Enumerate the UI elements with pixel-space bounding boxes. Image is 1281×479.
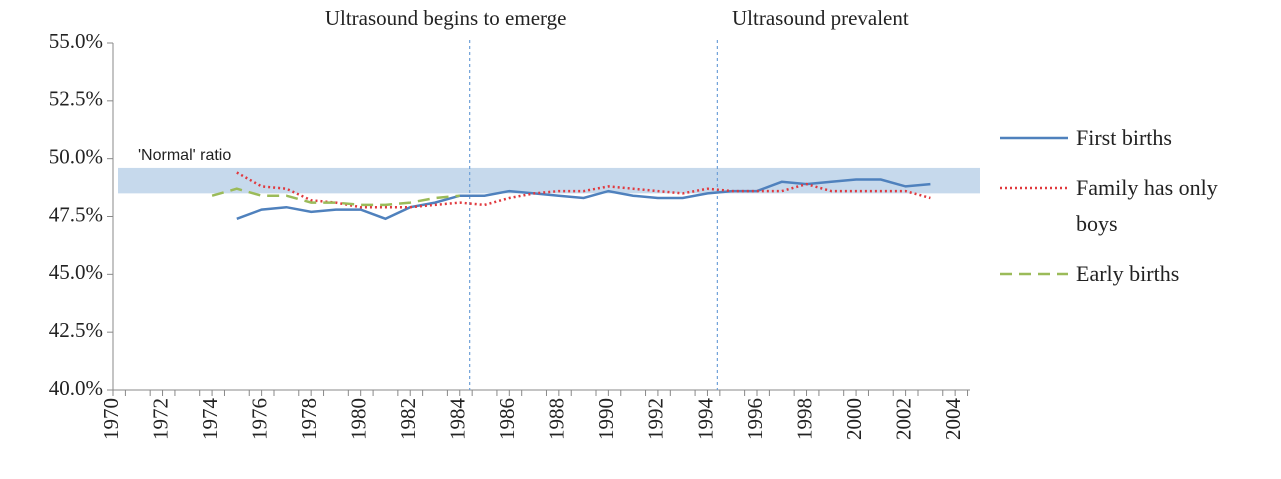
legend-label: Early births	[1076, 261, 1180, 286]
x-tick-label: 1992	[644, 398, 668, 440]
x-tick-label: 1972	[148, 398, 172, 440]
x-tick-label: 1974	[198, 398, 222, 441]
y-tick-label: 55.0%	[49, 29, 103, 53]
legend-swatch	[1000, 272, 1068, 276]
y-tick-label: 47.5%	[49, 202, 103, 226]
x-tick-label: 1994	[693, 398, 717, 441]
series-line	[236, 178, 931, 221]
x-tick-label: 1976	[247, 398, 271, 440]
x-tick-label: 1996	[743, 398, 767, 440]
x-tick-label: 1978	[297, 398, 321, 440]
legend-label: Family has only boys	[1076, 175, 1218, 236]
y-tick-label: 50.0%	[49, 144, 103, 168]
x-tick-label: 1980	[347, 398, 371, 440]
x-tick-label: 1998	[792, 398, 816, 440]
x-tick-label: 1986	[495, 398, 519, 440]
x-tick-label: 1970	[99, 398, 123, 440]
legend-label: First births	[1076, 125, 1172, 150]
y-tick-label: 40.0%	[49, 376, 103, 400]
legend: First births Family has only boys Early bi…	[1000, 120, 1270, 306]
legend-item: First births	[1000, 120, 1256, 156]
x-tick-label: 1984	[446, 398, 470, 441]
x-tick-label: 2002	[891, 398, 915, 440]
legend-item: Early births	[1000, 256, 1256, 292]
x-tick-label: 1982	[396, 398, 420, 440]
y-tick-label: 52.5%	[49, 87, 103, 111]
legend-item: Family has only boys	[1000, 170, 1256, 242]
band-label: 'Normal' ratio	[138, 147, 231, 164]
reference-label: Ultrasound begins to emerge	[325, 6, 567, 30]
legend-swatch	[1000, 186, 1068, 190]
y-tick-label: 45.0%	[49, 260, 103, 284]
legend-swatch	[1000, 136, 1068, 140]
series-line	[236, 171, 931, 209]
x-tick-label: 1988	[545, 398, 569, 440]
x-tick-label: 2000	[842, 398, 866, 440]
x-tick-label: 1990	[594, 398, 618, 440]
x-tick-label: 2004	[941, 398, 965, 441]
reference-label: Ultrasound prevalent	[732, 6, 909, 30]
series-line	[211, 187, 460, 207]
y-tick-label: 42.5%	[49, 318, 103, 342]
